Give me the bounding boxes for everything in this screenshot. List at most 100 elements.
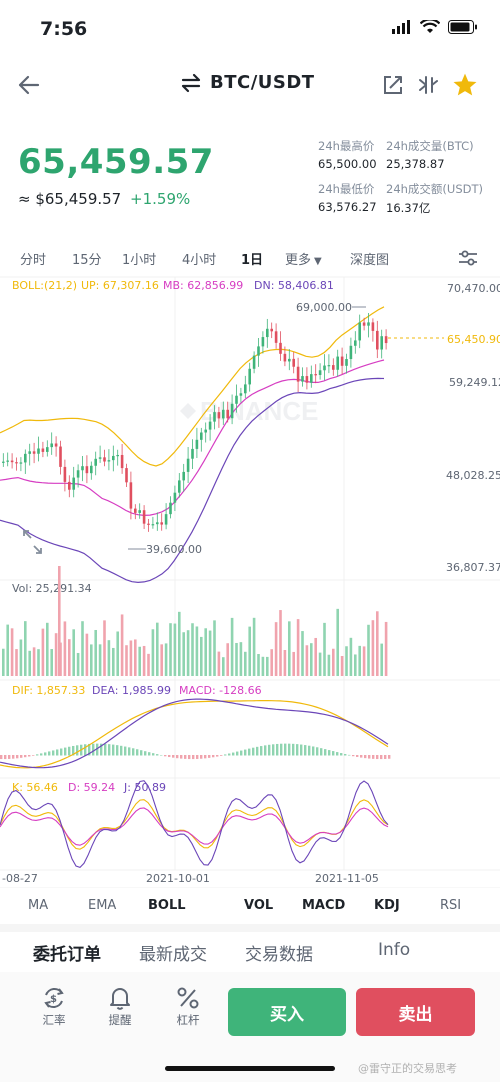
macd-histogram-bar bbox=[172, 755, 175, 758]
macd-histogram-bar bbox=[224, 754, 227, 756]
nav-exchange-rate-label: 汇率 bbox=[42, 1013, 66, 1027]
volume-bar bbox=[134, 639, 137, 676]
nav-alert[interactable]: 提醒 bbox=[98, 984, 142, 1028]
ind-macd[interactable]: MACD bbox=[302, 898, 346, 913]
tf-1d[interactable]: 1日 bbox=[241, 253, 264, 268]
volume-bar bbox=[310, 643, 313, 676]
tab-trades[interactable]: 最新成交 bbox=[139, 945, 207, 965]
macd-histogram-bar bbox=[284, 743, 287, 756]
tf-more[interactable]: 更多 ▼ bbox=[285, 249, 322, 268]
tab-orders[interactable]: 委托订单 bbox=[33, 945, 101, 965]
macd-histogram-bar bbox=[320, 748, 323, 756]
signal-icon bbox=[392, 20, 410, 34]
volume-bar bbox=[32, 647, 36, 676]
nav-leverage[interactable]: 杠杆 bbox=[166, 984, 210, 1028]
status-icons bbox=[392, 20, 478, 34]
volume-bar bbox=[204, 628, 207, 676]
candle-body bbox=[151, 524, 155, 526]
candle-body bbox=[270, 328, 273, 332]
macd-histogram-bar bbox=[36, 754, 39, 756]
volume-bar bbox=[94, 629, 97, 676]
boll-bands bbox=[0, 306, 385, 584]
macd-histogram-bar bbox=[324, 749, 327, 756]
current-price-tag bbox=[444, 331, 500, 346]
status-time: 7:56 bbox=[40, 18, 88, 40]
pair-title: BTC/USDT bbox=[210, 72, 315, 93]
vol-usdt-value: 16.37亿 bbox=[386, 201, 431, 215]
candle-body bbox=[327, 365, 331, 367]
volume-bar bbox=[120, 614, 124, 676]
chart-settings-icon[interactable] bbox=[458, 250, 478, 266]
macd-histogram-bar bbox=[152, 753, 155, 756]
volume-bar bbox=[151, 629, 155, 676]
ind-boll[interactable]: BOLL bbox=[148, 898, 186, 913]
volume-bar bbox=[230, 617, 234, 676]
leverage-icon bbox=[177, 987, 199, 1009]
fullscreen-icon[interactable] bbox=[23, 530, 42, 554]
macd-histogram-bar bbox=[388, 755, 391, 759]
tf-15m[interactable]: 15分 bbox=[72, 253, 102, 268]
high-label: 24h最高价 bbox=[318, 139, 375, 153]
volume-bar bbox=[147, 653, 150, 676]
tf-4h[interactable]: 4小时 bbox=[182, 253, 217, 268]
candle-body bbox=[296, 366, 300, 382]
candle-body bbox=[195, 439, 199, 449]
macd-histogram-bar bbox=[204, 755, 207, 759]
macd-histogram-bar bbox=[128, 747, 131, 756]
nav-exchange-rate[interactable]: $ 汇率 bbox=[32, 984, 76, 1028]
stats-24h: 24h最高价 24h成交量(BTC) 65,500.00 25,378.87 24h… bbox=[318, 138, 493, 219]
candle-body bbox=[116, 454, 119, 457]
macd-histogram-bar bbox=[228, 753, 231, 756]
macd-dif-label: DIF: 1,857.33 bbox=[12, 684, 85, 697]
tf-time[interactable]: 分时 bbox=[20, 253, 47, 268]
ind-rsi[interactable]: RSI bbox=[440, 898, 462, 913]
ind-ma[interactable]: MA bbox=[28, 898, 49, 913]
back-button[interactable] bbox=[16, 72, 46, 98]
candle-body bbox=[19, 462, 23, 464]
tab-info[interactable]: Info bbox=[378, 940, 411, 960]
macd-histogram-bar bbox=[160, 754, 163, 756]
kdj-d-label: D: 59.24 bbox=[68, 781, 115, 794]
share-icon[interactable] bbox=[382, 74, 404, 96]
candle-body bbox=[208, 421, 212, 430]
current-price-label: 65,450.90 bbox=[447, 333, 500, 346]
candle-body bbox=[142, 510, 146, 524]
candle-body bbox=[292, 358, 295, 367]
macd-histogram-bar bbox=[364, 755, 367, 759]
macd-histogram-bar bbox=[144, 751, 147, 756]
macd-histogram-bar bbox=[120, 745, 123, 756]
volume-bar bbox=[222, 657, 225, 676]
candle-body bbox=[336, 356, 339, 370]
ind-ema[interactable]: EMA bbox=[88, 898, 117, 913]
candle-body bbox=[239, 393, 243, 396]
chart-toggle-icon[interactable] bbox=[418, 74, 438, 96]
pair-selector[interactable]: BTC/USDT bbox=[180, 72, 315, 93]
tf-1h[interactable]: 1小时 bbox=[122, 253, 157, 268]
volume-bar bbox=[68, 639, 71, 676]
candle-body bbox=[191, 448, 194, 459]
volume-bar bbox=[138, 646, 141, 676]
star-icon[interactable] bbox=[452, 72, 478, 98]
candle-body bbox=[222, 409, 225, 419]
macd-histogram-bar bbox=[280, 743, 283, 756]
volume-bar bbox=[270, 649, 273, 676]
volume-bar bbox=[19, 639, 23, 676]
sell-button[interactable]: 卖出 bbox=[356, 988, 475, 1036]
tf-depth[interactable]: 深度图 bbox=[350, 253, 390, 268]
tab-trade-data[interactable]: 交易数据 bbox=[245, 945, 313, 965]
macd-histogram-bar bbox=[104, 743, 107, 756]
macd-histogram-bar bbox=[356, 755, 359, 757]
volume-bar bbox=[288, 621, 291, 676]
macd-histogram-bar bbox=[296, 744, 299, 756]
min-price-label: 39,600.00 bbox=[146, 543, 202, 556]
kdj-j-label: J: 50.89 bbox=[123, 781, 166, 794]
x-axis-label: 2021-11-05 bbox=[315, 872, 379, 885]
buy-button[interactable]: 买入 bbox=[228, 988, 346, 1036]
ind-kdj[interactable]: KDJ bbox=[374, 898, 400, 913]
macd-histogram-bar bbox=[132, 748, 135, 756]
macd-histogram-bar bbox=[148, 752, 151, 756]
kdj-d-line bbox=[0, 807, 389, 846]
ind-vol[interactable]: VOL bbox=[244, 898, 274, 913]
kline-chart[interactable]: BINANCE 65,450.90 69,000.00 39,600.00 70… bbox=[0, 276, 500, 888]
candle-body bbox=[112, 455, 115, 461]
